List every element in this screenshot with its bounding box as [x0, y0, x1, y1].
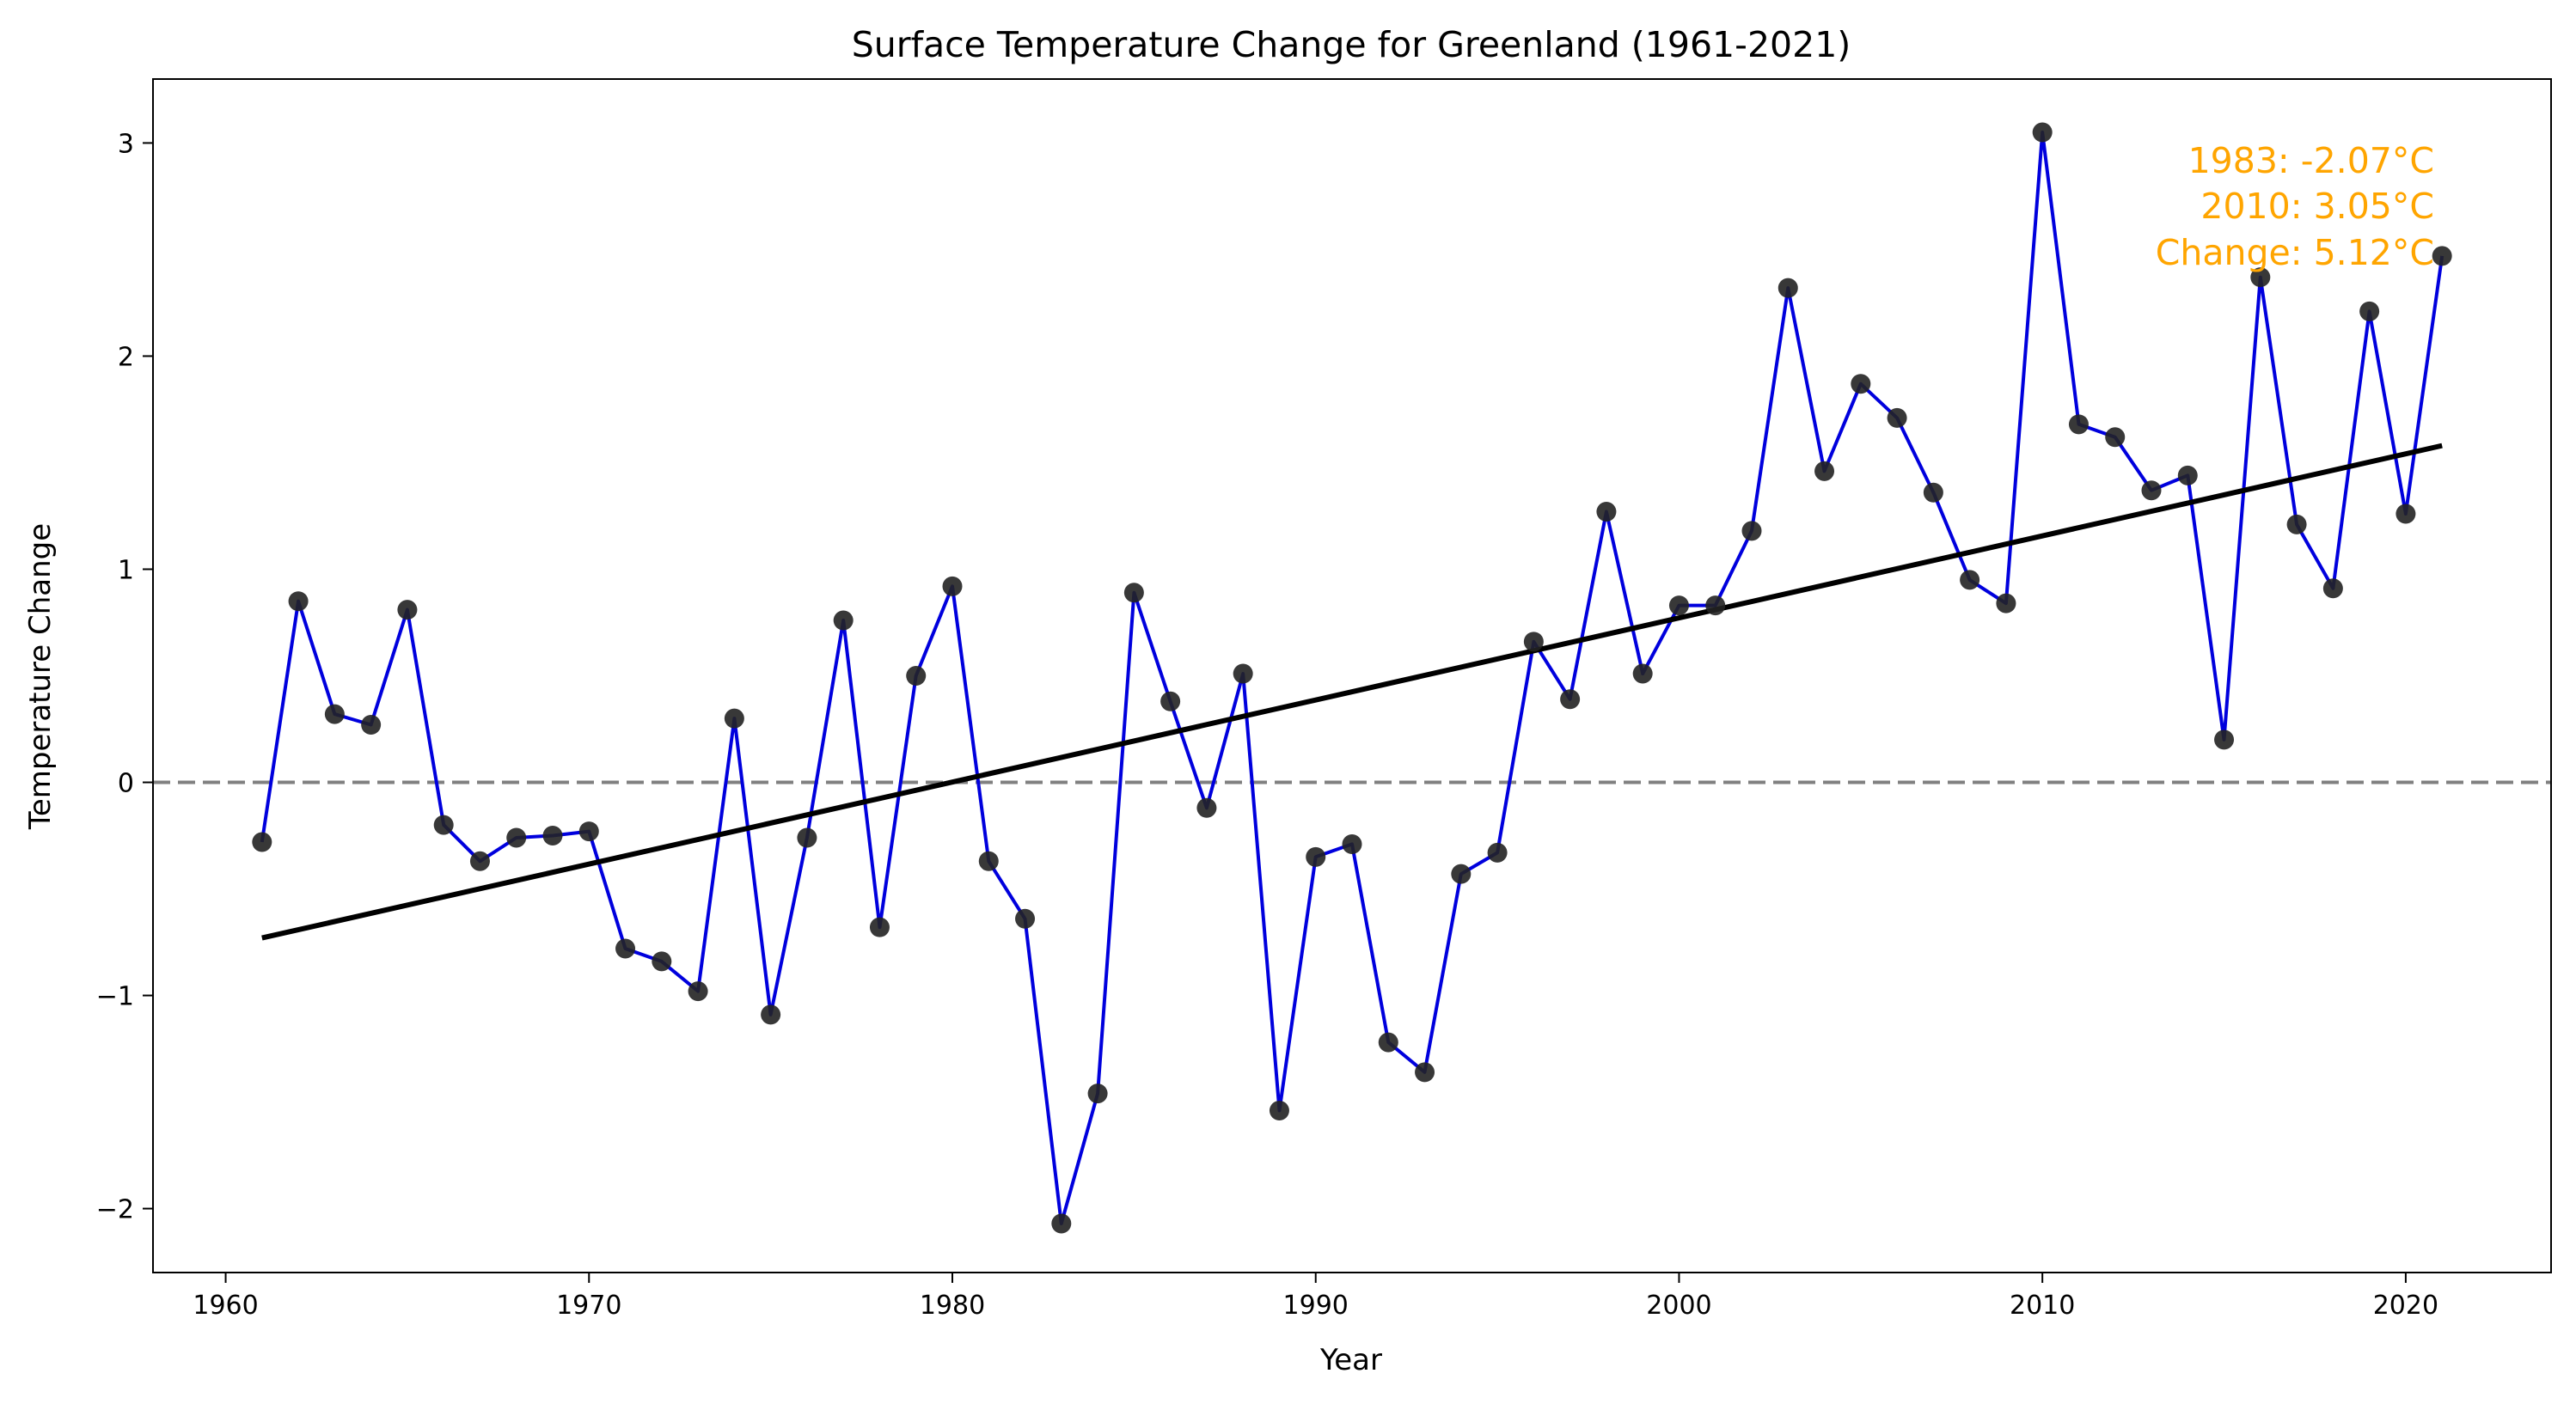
data-point-1965 — [397, 600, 418, 620]
data-point-1982 — [1015, 908, 1036, 929]
annotation-line-min: 1983: -2.07°C — [2188, 140, 2434, 181]
data-point-1962 — [288, 591, 309, 612]
data-point-1968 — [506, 827, 527, 848]
data-point-2002 — [1741, 521, 1762, 541]
data-point-2018 — [2322, 578, 2343, 599]
data-point-1971 — [615, 938, 636, 959]
annotation-line-change: Change: 5.12°C — [2156, 232, 2434, 273]
y-tick-label: 0 — [118, 769, 134, 799]
data-point-2008 — [1960, 570, 1980, 590]
data-point-2000 — [1668, 595, 1689, 616]
data-point-1983 — [1051, 1213, 1072, 1234]
data-point-2019 — [2359, 301, 2380, 321]
data-point-1974 — [724, 708, 744, 729]
data-point-2004 — [1814, 461, 1835, 481]
y-axis-label: Temperature Change — [23, 523, 58, 830]
chart-title: Surface Temperature Change for Greenland… — [852, 24, 1851, 65]
data-point-1975 — [761, 1004, 781, 1025]
data-point-1987 — [1196, 797, 1217, 818]
data-point-1990 — [1306, 846, 1326, 867]
y-tick-label: −1 — [96, 982, 134, 1012]
x-axis-ticks: 1960 1970 1980 1990 2000 2010 2020 — [193, 1273, 2438, 1321]
y-axis-ticks: −2 −1 0 1 2 3 — [96, 129, 153, 1225]
x-tick-label: 1990 — [1283, 1291, 1349, 1321]
plot-area — [153, 122, 2551, 1234]
data-point-1985 — [1123, 583, 1144, 603]
data-point-1978 — [869, 917, 890, 937]
data-point-1986 — [1160, 691, 1181, 711]
data-point-1972 — [652, 951, 672, 972]
data-point-2015 — [2214, 729, 2235, 750]
data-point-2011 — [2068, 414, 2089, 435]
trend-line — [261, 443, 2443, 941]
data-point-1977 — [833, 610, 854, 631]
change-annotation: 1983: -2.07°C 2010: 3.05°C Change: 5.12°… — [2156, 140, 2434, 273]
data-point-1969 — [542, 826, 563, 846]
x-tick-label: 1960 — [193, 1291, 258, 1321]
data-point-1970 — [578, 821, 599, 842]
data-point-1993 — [1415, 1062, 1435, 1083]
data-point-2005 — [1851, 374, 1871, 394]
data-point-1991 — [1342, 833, 1362, 854]
y-tick-label: −2 — [96, 1195, 134, 1225]
data-point-1994 — [1451, 864, 1472, 884]
data-point-2013 — [2141, 480, 2162, 501]
data-point-2017 — [2286, 514, 2307, 534]
x-tick-label: 1970 — [556, 1291, 621, 1321]
data-point-2021 — [2432, 246, 2452, 266]
data-point-2006 — [1887, 407, 1907, 428]
data-point-1979 — [906, 666, 927, 686]
x-axis-label: Year — [1319, 1343, 1382, 1377]
data-point-1980 — [942, 576, 963, 596]
x-tick-label: 2000 — [1646, 1291, 1711, 1321]
data-point-2009 — [1996, 593, 2016, 613]
data-point-1973 — [688, 981, 708, 1002]
data-point-1964 — [361, 715, 382, 736]
data-point-1999 — [1632, 663, 1653, 684]
x-tick-label: 2010 — [2010, 1291, 2075, 1321]
y-tick-label: 3 — [118, 129, 134, 159]
data-point-1995 — [1487, 842, 1508, 863]
data-point-2014 — [2177, 465, 2198, 485]
x-tick-label: 2020 — [2373, 1291, 2438, 1321]
data-point-2007 — [1923, 482, 1943, 503]
data-point-2016 — [2250, 267, 2271, 288]
y-tick-label: 1 — [118, 555, 134, 585]
data-point-1988 — [1233, 663, 1253, 684]
plot-frame — [152, 78, 2552, 1273]
data-point-1989 — [1269, 1100, 1289, 1120]
x-tick-label: 1980 — [920, 1291, 985, 1321]
data-point-1992 — [1378, 1032, 1398, 1053]
data-point-1996 — [1523, 632, 1544, 652]
data-point-1967 — [469, 851, 490, 871]
data-point-1961 — [252, 832, 272, 852]
data-point-1984 — [1087, 1084, 1108, 1104]
data-point-2012 — [2105, 427, 2126, 448]
data-point-2020 — [2395, 504, 2416, 524]
data-point-2003 — [1778, 278, 1798, 298]
data-point-2001 — [1705, 595, 1726, 616]
data-point-1981 — [978, 851, 999, 871]
data-point-1998 — [1596, 502, 1617, 522]
data-point-1997 — [1560, 689, 1581, 710]
annotation-line-max: 2010: 3.05°C — [2200, 186, 2434, 227]
data-point-1976 — [797, 827, 817, 848]
y-tick-label: 2 — [118, 342, 134, 372]
data-point-2010 — [2032, 122, 2053, 143]
data-point-1966 — [433, 815, 454, 835]
data-point-1963 — [324, 704, 345, 724]
